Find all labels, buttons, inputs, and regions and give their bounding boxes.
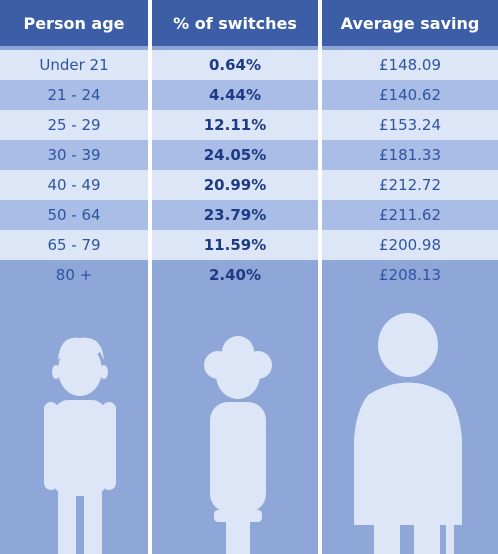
table-cell: Under 21 <box>0 50 148 80</box>
table-cell: £211.62 <box>322 200 498 230</box>
table-cell: 23.79% <box>152 200 318 230</box>
header-cell: Average saving <box>322 0 498 46</box>
table-cell: 40 - 49 <box>0 170 148 200</box>
table-cell: 4.44% <box>152 80 318 110</box>
table-cell: 0.64% <box>152 50 318 80</box>
table-infographic: Person age% of switchesAverage saving Und… <box>0 0 498 554</box>
header-cell: % of switches <box>152 0 318 46</box>
table-cell: 11.59% <box>152 230 318 260</box>
table-cell: 80 + <box>0 260 148 290</box>
table-cell: £200.98 <box>322 230 498 260</box>
old-man <box>354 313 462 554</box>
table-cell: £148.09 <box>322 50 498 80</box>
table-cell: £153.24 <box>322 110 498 140</box>
table-cell: 2.40% <box>152 260 318 290</box>
boy <box>44 338 116 554</box>
table-cell: 20.99% <box>152 170 318 200</box>
table-cell: 25 - 29 <box>0 110 148 140</box>
table-cell: £140.62 <box>322 80 498 110</box>
table-cell: £208.13 <box>322 260 498 290</box>
table-cell: 65 - 79 <box>0 230 148 260</box>
table-cell: £212.72 <box>322 170 498 200</box>
grandma <box>204 336 272 554</box>
table-cell: 50 - 64 <box>0 200 148 230</box>
table-cell: 30 - 39 <box>0 140 148 170</box>
table-cell: 24.05% <box>152 140 318 170</box>
table-cell: 21 - 24 <box>0 80 148 110</box>
table-cell: £181.33 <box>322 140 498 170</box>
table-cell: 12.11% <box>152 110 318 140</box>
header-cell: Person age <box>0 0 148 46</box>
